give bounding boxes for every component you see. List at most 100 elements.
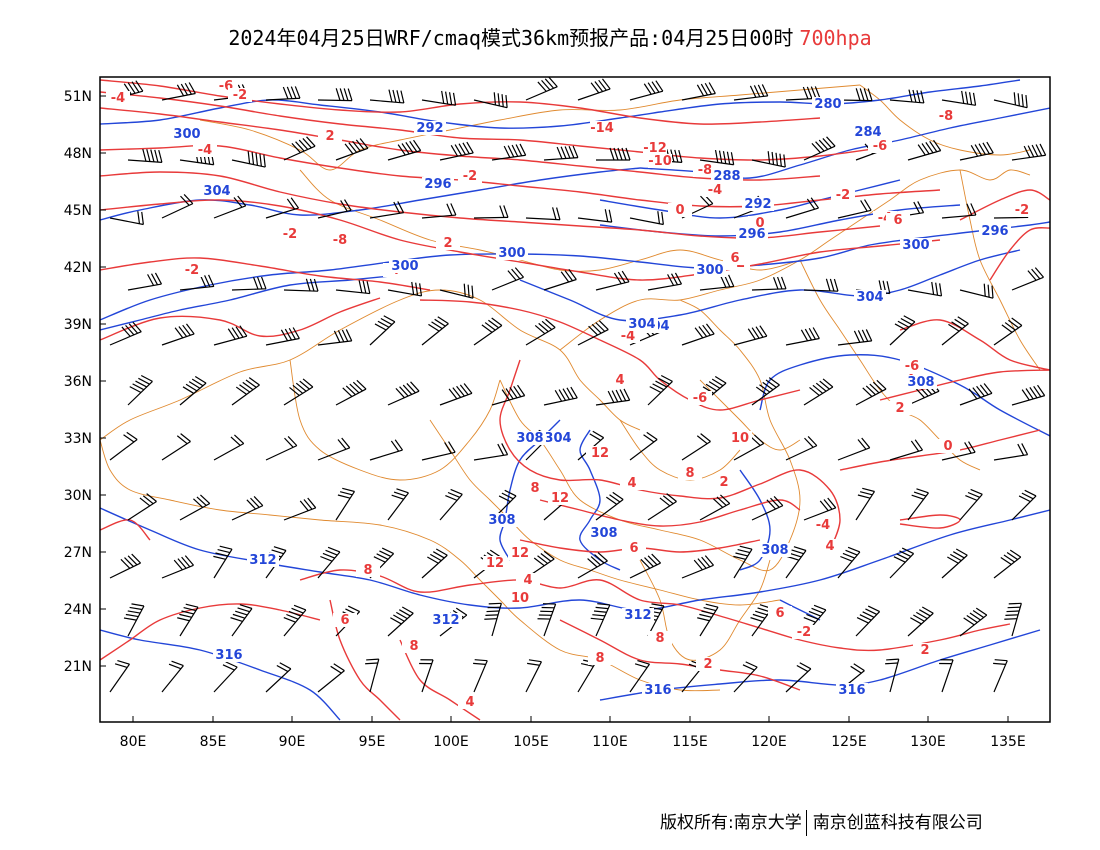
wind-barb	[109, 659, 130, 693]
temperature-line	[299, 569, 1011, 652]
geopotential-label: 308	[761, 543, 788, 558]
wind-barb	[543, 145, 579, 161]
label-bg	[648, 631, 672, 645]
wind-barb	[283, 378, 314, 406]
wind-barb	[959, 607, 988, 637]
label-bg	[278, 227, 302, 241]
label-bg	[193, 143, 217, 157]
wind-barb	[127, 493, 157, 521]
wind-barb	[283, 604, 307, 637]
wind-barb	[959, 141, 994, 161]
wind-barb	[419, 659, 434, 693]
wind-barb	[127, 272, 163, 291]
wind-barb	[283, 497, 317, 521]
wind-barb	[959, 383, 993, 406]
temperature-label: 6	[893, 213, 902, 228]
copyright-footer: 版权所有:南京大学 南京创蓝科技有限公司	[660, 808, 983, 836]
plot-area: -4 -6 -2 -4 2 -2 -14 -12-10 -8 -8 -6 -4 -2 0 -2 -4 0 -2 -8…	[100, 77, 1050, 721]
temperature-label: 12	[511, 546, 529, 561]
label-bg	[728, 431, 752, 445]
temperature-line	[539, 499, 801, 527]
wind-barb	[647, 493, 677, 521]
wind-barb	[317, 199, 352, 219]
temperature-label: -2	[836, 188, 850, 203]
wind-barb	[697, 603, 719, 637]
wind-barb	[733, 661, 758, 693]
wind-barb	[161, 323, 195, 346]
wind-barb	[265, 436, 298, 461]
label-bg	[900, 359, 924, 373]
geopotential-line	[759, 354, 1050, 437]
geopotential-line	[100, 274, 401, 331]
label-bg	[430, 613, 462, 627]
lon-label: 80E	[120, 734, 147, 750]
geopotential-label: 308	[488, 513, 515, 528]
wind-barb	[231, 496, 264, 521]
wind-barb	[907, 606, 934, 637]
geopotential-line	[100, 167, 641, 221]
label-bg	[694, 263, 726, 277]
label-bg	[792, 625, 816, 639]
wind-barb	[439, 283, 474, 299]
label-bg	[812, 97, 844, 111]
geopotential-label: 300	[902, 238, 929, 253]
wind-barb	[681, 433, 711, 461]
label-bg	[588, 526, 620, 540]
wind-barb	[993, 443, 1029, 461]
wind-barb	[387, 606, 414, 637]
geopotential-label: 280	[814, 97, 841, 112]
wind-barb	[387, 381, 420, 406]
boundary-line	[499, 299, 801, 572]
label-bg	[213, 648, 245, 662]
wind-barb	[525, 77, 558, 101]
label-bg	[818, 539, 842, 553]
wind-barb	[855, 605, 881, 637]
wind-barb	[837, 546, 861, 579]
boundary-line	[100, 289, 641, 441]
wind-barb	[1011, 143, 1047, 161]
latitude-axis: 51N 48N 45N 42N 39N 36N 33N 30N 27N 24N 21N	[64, 89, 106, 675]
temperature-label: -14	[590, 121, 614, 136]
temperature-label: 4	[615, 373, 624, 388]
temperature-label: -4	[708, 183, 722, 198]
wind-barb	[751, 496, 784, 521]
temperature-label: -2	[283, 227, 297, 242]
label-bg	[458, 695, 482, 709]
wind-barb	[751, 151, 786, 168]
geopotential-label: 308	[907, 375, 934, 390]
wind-barb	[803, 378, 834, 406]
temperature-label: 8	[655, 631, 664, 646]
label-bg	[678, 466, 702, 480]
label-bg	[436, 236, 460, 250]
temperature-label: 0	[755, 216, 764, 231]
wind-barb	[595, 388, 631, 406]
geopotential-label: 308	[590, 526, 617, 541]
temperature-label: 2	[895, 401, 904, 416]
label-bg	[768, 606, 792, 620]
wind-barb	[681, 323, 715, 346]
geopotential-label: 296	[424, 177, 451, 192]
wind-barb	[317, 329, 353, 346]
label-bg	[742, 197, 774, 211]
boundary-line	[619, 419, 741, 481]
wind-barb	[473, 317, 503, 346]
temperature-line	[329, 599, 401, 721]
temperature-label: 2	[920, 643, 929, 658]
wind-barb	[889, 315, 916, 346]
label-bg	[588, 446, 612, 460]
wind-barb	[699, 149, 735, 166]
wind-barb	[484, 602, 502, 637]
wind-barb	[525, 318, 556, 346]
temperature-label: 4	[825, 539, 834, 554]
wind-barb	[647, 272, 683, 291]
label-bg	[936, 439, 960, 453]
wind-barb	[595, 491, 624, 521]
temperature-label: 6	[775, 606, 784, 621]
temperature-label: -6	[905, 359, 919, 374]
wind-barb	[993, 317, 1023, 346]
temperature-label: 8	[363, 563, 372, 578]
wind-barb	[590, 603, 611, 637]
wind-barb	[577, 552, 608, 579]
wind-barb	[317, 437, 351, 461]
geopotential-line	[659, 79, 1021, 113]
